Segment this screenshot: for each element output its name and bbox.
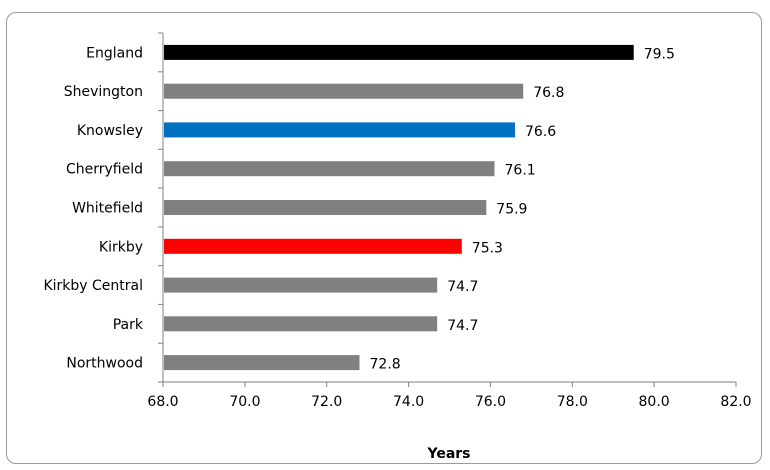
bars-group (164, 44, 634, 371)
category-label: Northwood (66, 356, 143, 372)
x-tick-label: 74.0 (393, 394, 424, 410)
bar-cherryfield (164, 161, 495, 177)
x-tick-label: 78.0 (557, 394, 588, 410)
x-tick-label: 82.0 (720, 394, 751, 410)
category-label: Park (113, 317, 144, 333)
tick-labels-group: 68.0 70.0 72.0 74.0 76.0 78.0 80.0 82.0 (147, 394, 751, 410)
value-label: 74.7 (447, 279, 478, 295)
category-label: Knowsley (77, 123, 143, 139)
x-tick-label: 70.0 (229, 394, 260, 410)
value-labels-group: 79.5 76.8 76.6 76.1 75.9 75.3 74.7 74.7 72.8 (370, 46, 675, 372)
x-tick-label: 68.0 (147, 394, 178, 410)
category-label: Shevington (64, 84, 143, 100)
value-label: 75.9 (496, 202, 527, 218)
bar-park (164, 316, 438, 332)
x-tick-label: 80.0 (639, 394, 670, 410)
value-label: 74.7 (447, 318, 478, 334)
category-label: Kirkby (99, 239, 143, 255)
bar-england (164, 44, 634, 60)
value-label: 76.6 (525, 124, 556, 140)
category-labels-group: England Shevington Knowsley Cherryfield Whit… (43, 45, 143, 371)
category-label: Cherryfield (66, 162, 143, 178)
axes-group (158, 32, 737, 387)
value-label: 79.5 (644, 46, 675, 62)
bar-whitefield (164, 200, 487, 215)
bar-kirkby-central (164, 277, 438, 293)
category-label: Whitefield (72, 201, 143, 217)
value-label: 76.8 (533, 85, 564, 101)
x-tick-label: 76.0 (475, 394, 506, 410)
value-label: 72.8 (370, 357, 401, 373)
x-tick-label: 72.0 (311, 394, 342, 410)
category-label: Kirkby Central (43, 278, 143, 294)
bar-knowsley (164, 122, 515, 138)
x-axis-title: Years (426, 446, 470, 462)
bar-kirkby (164, 238, 462, 254)
category-label: England (86, 45, 143, 61)
value-label: 75.3 (472, 240, 503, 256)
bar-shevington (164, 83, 524, 99)
bar-northwood (164, 355, 360, 371)
value-label: 76.1 (505, 163, 536, 179)
